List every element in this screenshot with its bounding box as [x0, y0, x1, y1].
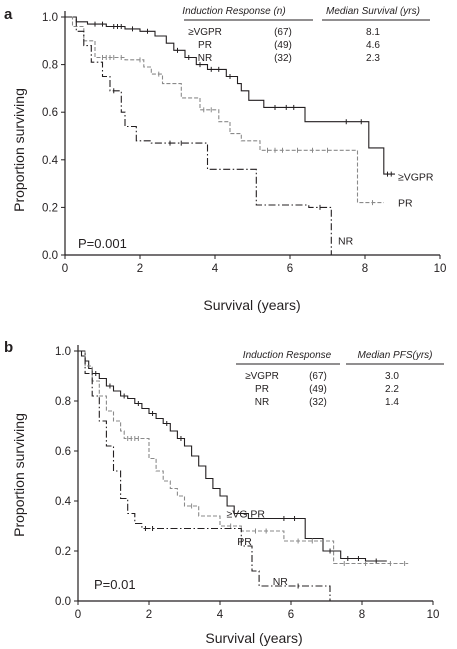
- panel-a-x-tick-label: 10: [434, 263, 447, 275]
- panel-b: b Proportion surviving Survival (years) …: [4, 339, 444, 646]
- panel-b-table-n-0: (67): [309, 371, 327, 382]
- panel-a-table-group-0: ≥VGPR: [188, 27, 222, 38]
- panel-a-table-median-0: 8.1: [366, 27, 380, 38]
- panel-a-table-n-1: (49): [274, 40, 292, 51]
- panel-b-table-group-2: NR: [255, 397, 269, 408]
- panel-b-x-tick-label: 10: [427, 609, 440, 621]
- panel-a-y-tick-label: 0.4: [42, 155, 59, 167]
- panel-b-table-header-median: Median PFS(yrs): [357, 350, 432, 361]
- panel-a-x-tick-label: 6: [287, 263, 293, 275]
- panel-b-y-axis-label: Proportion surviving: [11, 413, 27, 537]
- panel-a-x-tick-label: 2: [137, 263, 143, 275]
- panel-a-p-value: P=0.001: [78, 236, 127, 251]
- panel-b-p-value: P=0.01: [94, 577, 136, 592]
- panel-a-table-median-2: 2.3: [366, 53, 380, 64]
- panel-a: a Proportion surviving Survival (years) …: [4, 6, 446, 313]
- panel-b-axes: 0 2 4 6 8 10 0.0 0.2 0.4 0.6 0.8 1.0: [55, 345, 439, 621]
- panel-a-table-group-2: NR: [198, 53, 212, 64]
- panel-b-curve-label: PR: [237, 536, 252, 548]
- panel-a-x-axis-label: Survival (years): [203, 297, 300, 313]
- panel-a-y-tick-label: 0.0: [42, 250, 58, 262]
- panel-a-curve-label: ≥VGPR: [398, 171, 434, 183]
- panel-a-x-tick-label: 8: [362, 263, 368, 275]
- panel-a-x-tick-label: 0: [62, 263, 68, 275]
- panel-a-curve-label: PR: [398, 198, 413, 210]
- panel-a-y-tick-label: 0.8: [42, 60, 58, 72]
- panel-b-y-tick-label: 0.4: [55, 496, 72, 508]
- panel-b-x-tick-label: 0: [75, 609, 81, 621]
- panel-a-summary-table: Induction Response (n) Median Survival (…: [182, 6, 430, 64]
- panel-b-curve-label: NR: [273, 576, 289, 588]
- panel-a-y-tick-label: 1.0: [42, 12, 58, 24]
- panel-b-y-tick-label: 0.6: [55, 446, 71, 458]
- panel-b-curve-nr: [78, 350, 331, 601]
- panel-b-table-median-0: 3.0: [385, 371, 399, 382]
- panel-b-y-tick-label: 1.0: [55, 346, 71, 358]
- panel-b-x-tick-label: 4: [217, 609, 224, 621]
- panel-b-y-tick-label: 0.2: [55, 546, 71, 558]
- panel-a-table-n-0: (67): [274, 27, 292, 38]
- panel-a-axes: 0 2 4 6 8 10 0.0 0.2 0.4 0.6 0.8 1.0: [42, 11, 446, 275]
- panel-a-y-axis-label: Proportion surviving: [11, 88, 27, 212]
- panel-a-curves: [65, 16, 395, 255]
- panel-a-table-median-1: 4.6: [366, 40, 380, 51]
- panel-a-curve-vgpr: [65, 16, 395, 175]
- panel-a-table-group-1: PR: [198, 40, 212, 51]
- panel-a-table-n-2: (32): [274, 53, 292, 64]
- panel-b-table-header-induction: Induction Response: [243, 350, 332, 361]
- panel-b-end-labels: ≥VG PR PR NR: [227, 509, 289, 589]
- panel-a-curve-label: NR: [338, 236, 354, 248]
- panel-b-curve-pr: [78, 350, 409, 565]
- panel-b-curve-vgpr: [78, 350, 387, 562]
- panel-b-x-tick-label: 6: [288, 609, 294, 621]
- panel-a-letter: a: [4, 6, 13, 23]
- panel-a-y-tick-label: 0.2: [42, 202, 58, 214]
- panel-a-curve-nr: [65, 16, 332, 255]
- panel-b-y-tick-label: 0.8: [55, 396, 71, 408]
- panel-b-x-axis-label: Survival (years): [205, 630, 302, 646]
- panel-b-x-tick-label: 8: [359, 609, 365, 621]
- panel-a-table-header-median: Median Survival (yrs): [326, 6, 420, 17]
- panel-b-letter: b: [4, 339, 13, 356]
- panel-b-table-group-1: PR: [255, 384, 269, 395]
- panel-b-table-median-1: 2.2: [385, 384, 399, 395]
- panel-b-y-tick-label: 0.0: [55, 596, 71, 608]
- panel-a-x-tick-label: 4: [212, 263, 219, 275]
- panel-b-curves: [78, 350, 409, 601]
- panel-a-curve-pr: [65, 16, 384, 204]
- panel-b-summary-table: Induction Response Median PFS(yrs) ≥VGPR…: [236, 350, 444, 408]
- panel-a-table-header-induction: Induction Response (n): [182, 6, 285, 17]
- panel-b-curve-label: ≥VG PR: [227, 509, 266, 521]
- panel-b-table-n-1: (49): [309, 384, 327, 395]
- panel-b-table-n-2: (32): [309, 397, 327, 408]
- panel-a-y-tick-label: 0.6: [42, 107, 58, 119]
- panel-b-table-median-2: 1.4: [385, 397, 399, 408]
- panel-b-table-group-0: ≥VGPR: [245, 371, 279, 382]
- panel-b-x-tick-label: 2: [146, 609, 152, 621]
- panel-a-end-labels: ≥VGPR PR NR: [338, 171, 434, 247]
